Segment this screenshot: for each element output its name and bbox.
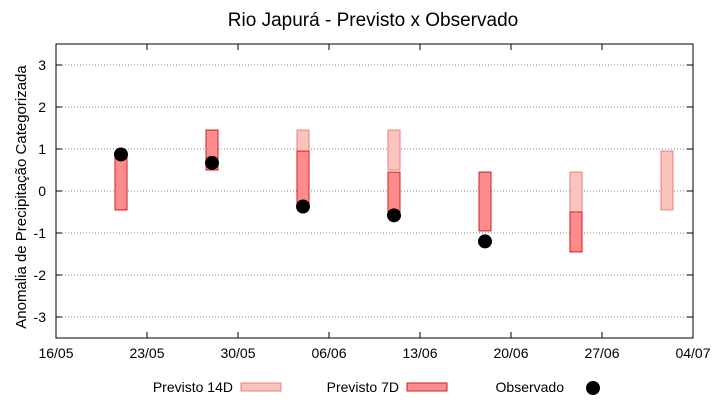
y-axis-ticks: 3 2 1 0 -1 -2 -3: [34, 57, 693, 325]
legend-label-observado: Observado: [496, 379, 565, 395]
legend-marker-observado: [586, 381, 600, 395]
bar-previsto-7d: [114, 154, 128, 211]
series-previsto-7d: [114, 129, 583, 253]
y-tick-label: 0: [38, 183, 46, 199]
bar-previsto-7d: [478, 171, 492, 232]
y-axis-label: Anomalia de Precipitação Categorizada: [13, 65, 30, 329]
y-tick-label: 3: [38, 57, 46, 73]
bar-previsto-14d: [387, 129, 401, 171]
legend-swatch-previsto-14d: [240, 382, 282, 392]
bar-previsto-14d: [660, 150, 674, 211]
point-observado: [387, 208, 401, 223]
y-tick-label: -1: [34, 225, 47, 241]
x-tick-label: 13/06: [402, 345, 437, 361]
x-tick-label: 27/06: [584, 345, 619, 361]
point-observado: [205, 155, 219, 170]
x-tick-label: 23/05: [129, 345, 164, 361]
x-tick-label: 16/05: [38, 345, 73, 361]
x-tick-label: 06/06: [311, 345, 346, 361]
bar-previsto-7d: [387, 171, 401, 213]
plot-frame: [55, 43, 694, 339]
bar-previsto-7d: [296, 150, 310, 207]
x-tick-label: 20/06: [493, 345, 528, 361]
y-tick-label: -2: [34, 267, 47, 283]
x-tick-label: 30/05: [220, 345, 255, 361]
legend-label-previsto-7d: Previsto 7D: [327, 379, 399, 395]
grid-lines: [56, 64, 693, 318]
x-axis-ticks: 16/05 23/05 30/05 06/06 13/06 20/06 27/06 04/07: [38, 44, 711, 361]
series-observado: [114, 147, 492, 249]
y-tick-label: 1: [38, 141, 46, 157]
x-tick-label: 04/07: [675, 345, 710, 361]
chart-title: Rio Japurá - Previsto x Observado: [228, 10, 518, 31]
legend-swatch-previsto-7d: [406, 382, 448, 392]
legend-label-previsto-14d: Previsto 14D: [153, 379, 233, 395]
legend: Previsto 14D Previsto 7D Observado: [153, 379, 600, 395]
y-tick-label: 2: [38, 99, 46, 115]
bar-previsto-7d: [569, 211, 583, 253]
point-observado: [296, 199, 310, 214]
point-observado: [478, 234, 492, 249]
y-tick-label: -3: [34, 309, 47, 325]
point-observado: [114, 147, 128, 162]
